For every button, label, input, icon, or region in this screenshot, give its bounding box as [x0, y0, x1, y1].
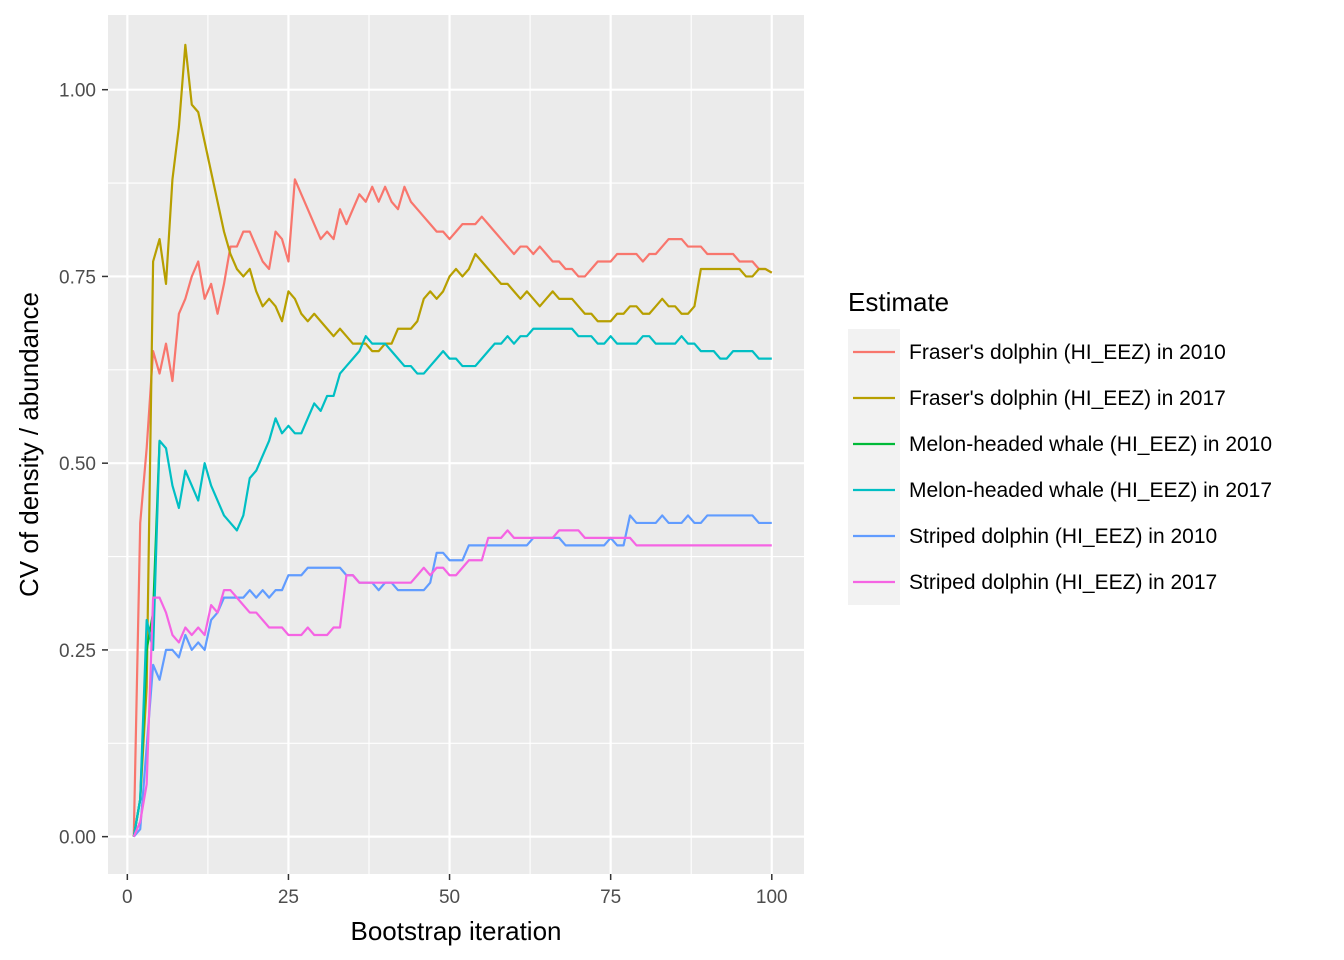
- legend-item: Melon-headed whale (HI_EEZ) in 2017: [853, 479, 1272, 502]
- plot-panel: [108, 15, 804, 874]
- legend-item: Striped dolphin (HI_EEZ) in 2017: [853, 571, 1217, 594]
- x-tick-label: 100: [756, 887, 788, 908]
- legend-label: Melon-headed whale (HI_EEZ) in 2010: [909, 433, 1272, 456]
- legend-label: Striped dolphin (HI_EEZ) in 2017: [909, 571, 1217, 594]
- legend-items: Fraser's dolphin (HI_EEZ) in 2010 Fraser'…: [853, 341, 1272, 594]
- legend: Estimate Fraser's dolphin (HI_EEZ) in 20…: [848, 287, 1272, 605]
- y-axis: 0.00 0.25 0.50 0.75 1.00: [59, 81, 108, 849]
- x-axis: 0 25 50 75 100: [122, 874, 788, 908]
- legend-label: Fraser's dolphin (HI_EEZ) in 2010: [909, 341, 1226, 364]
- legend-label: Melon-headed whale (HI_EEZ) in 2017: [909, 479, 1272, 502]
- y-tick-label: 0.50: [59, 454, 96, 475]
- series-line-3: [132, 327, 772, 837]
- y-axis-title: CV of density / abundance: [14, 292, 44, 597]
- y-tick-label: 0.75: [59, 267, 96, 288]
- x-tick-label: 50: [439, 887, 460, 908]
- series-line-0: [132, 178, 773, 837]
- y-tick-label: 1.00: [59, 81, 96, 102]
- x-tick-label: 25: [278, 887, 299, 908]
- legend-item: Fraser's dolphin (HI_EEZ) in 2017: [853, 387, 1226, 410]
- x-tick-label: 75: [600, 887, 621, 908]
- y-tick-label: 0.00: [59, 828, 96, 849]
- x-tick-label: 0: [122, 887, 133, 908]
- series-lines: [132, 43, 773, 838]
- series-line-1: [132, 43, 773, 837]
- major-gridlines: [108, 15, 804, 874]
- series-line-5: [132, 529, 772, 838]
- series-line-4: [132, 514, 772, 838]
- minor-gridlines: [108, 15, 804, 874]
- x-axis-title: Bootstrap iteration: [350, 916, 561, 946]
- legend-label: Fraser's dolphin (HI_EEZ) in 2017: [909, 387, 1226, 410]
- y-tick-label: 0.25: [59, 641, 96, 662]
- legend-item: Striped dolphin (HI_EEZ) in 2010: [853, 525, 1217, 548]
- legend-item: Fraser's dolphin (HI_EEZ) in 2010: [853, 341, 1226, 364]
- legend-title: Estimate: [848, 287, 949, 317]
- legend-key-background: [848, 329, 900, 605]
- legend-label: Striped dolphin (HI_EEZ) in 2010: [909, 525, 1217, 548]
- legend-item: Melon-headed whale (HI_EEZ) in 2010: [853, 433, 1272, 456]
